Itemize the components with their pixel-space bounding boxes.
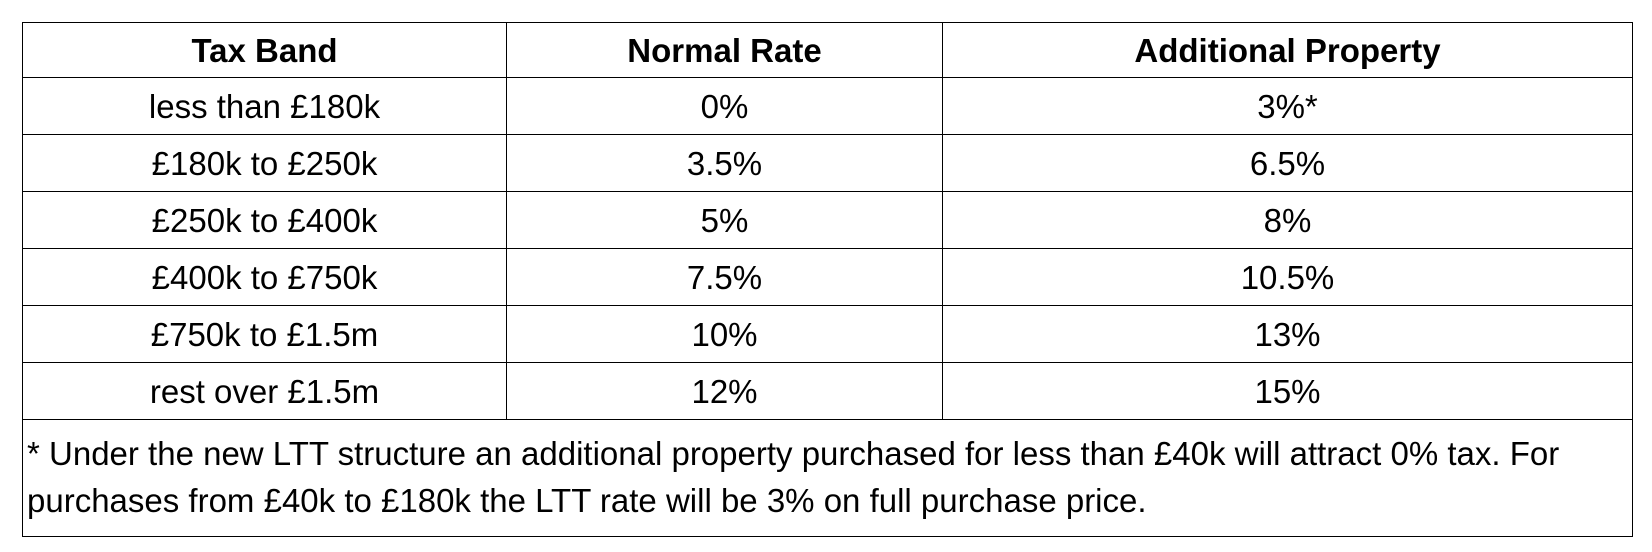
header-additional-property: Additional Property [942, 22, 1633, 78]
table-header-row: Tax Band Normal Rate Additional Property [22, 22, 1633, 78]
additional-property-cell: 10.5% [942, 248, 1633, 306]
normal-rate-cell: 12% [506, 362, 943, 420]
footnote-text: * Under the new LTT structure an additio… [22, 419, 1633, 537]
table-row: rest over £1.5m 12% 15% [22, 362, 1633, 420]
tax-band-cell: £250k to £400k [22, 191, 507, 249]
normal-rate-cell: 0% [506, 77, 943, 135]
table-row: less than £180k 0% 3%* [22, 77, 1633, 135]
additional-property-cell: 6.5% [942, 134, 1633, 192]
tax-table-container: Tax Band Normal Rate Additional Property… [22, 22, 1633, 537]
additional-property-cell: 3%* [942, 77, 1633, 135]
normal-rate-cell: 7.5% [506, 248, 943, 306]
additional-property-cell: 15% [942, 362, 1633, 420]
additional-property-cell: 8% [942, 191, 1633, 249]
table-row: £180k to £250k 3.5% 6.5% [22, 134, 1633, 192]
table-row: £750k to £1.5m 10% 13% [22, 305, 1633, 363]
tax-band-cell: £750k to £1.5m [22, 305, 507, 363]
header-normal-rate: Normal Rate [506, 22, 943, 78]
tax-band-table: Tax Band Normal Rate Additional Property… [22, 22, 1633, 537]
tax-band-cell: £180k to £250k [22, 134, 507, 192]
normal-rate-cell: 3.5% [506, 134, 943, 192]
additional-property-cell: 13% [942, 305, 1633, 363]
footnote-row: * Under the new LTT structure an additio… [22, 419, 1633, 537]
tax-band-cell: less than £180k [22, 77, 507, 135]
normal-rate-cell: 10% [506, 305, 943, 363]
tax-band-cell: £400k to £750k [22, 248, 507, 306]
normal-rate-cell: 5% [506, 191, 943, 249]
header-tax-band: Tax Band [22, 22, 507, 78]
table-row: £250k to £400k 5% 8% [22, 191, 1633, 249]
tax-band-cell: rest over £1.5m [22, 362, 507, 420]
table-row: £400k to £750k 7.5% 10.5% [22, 248, 1633, 306]
